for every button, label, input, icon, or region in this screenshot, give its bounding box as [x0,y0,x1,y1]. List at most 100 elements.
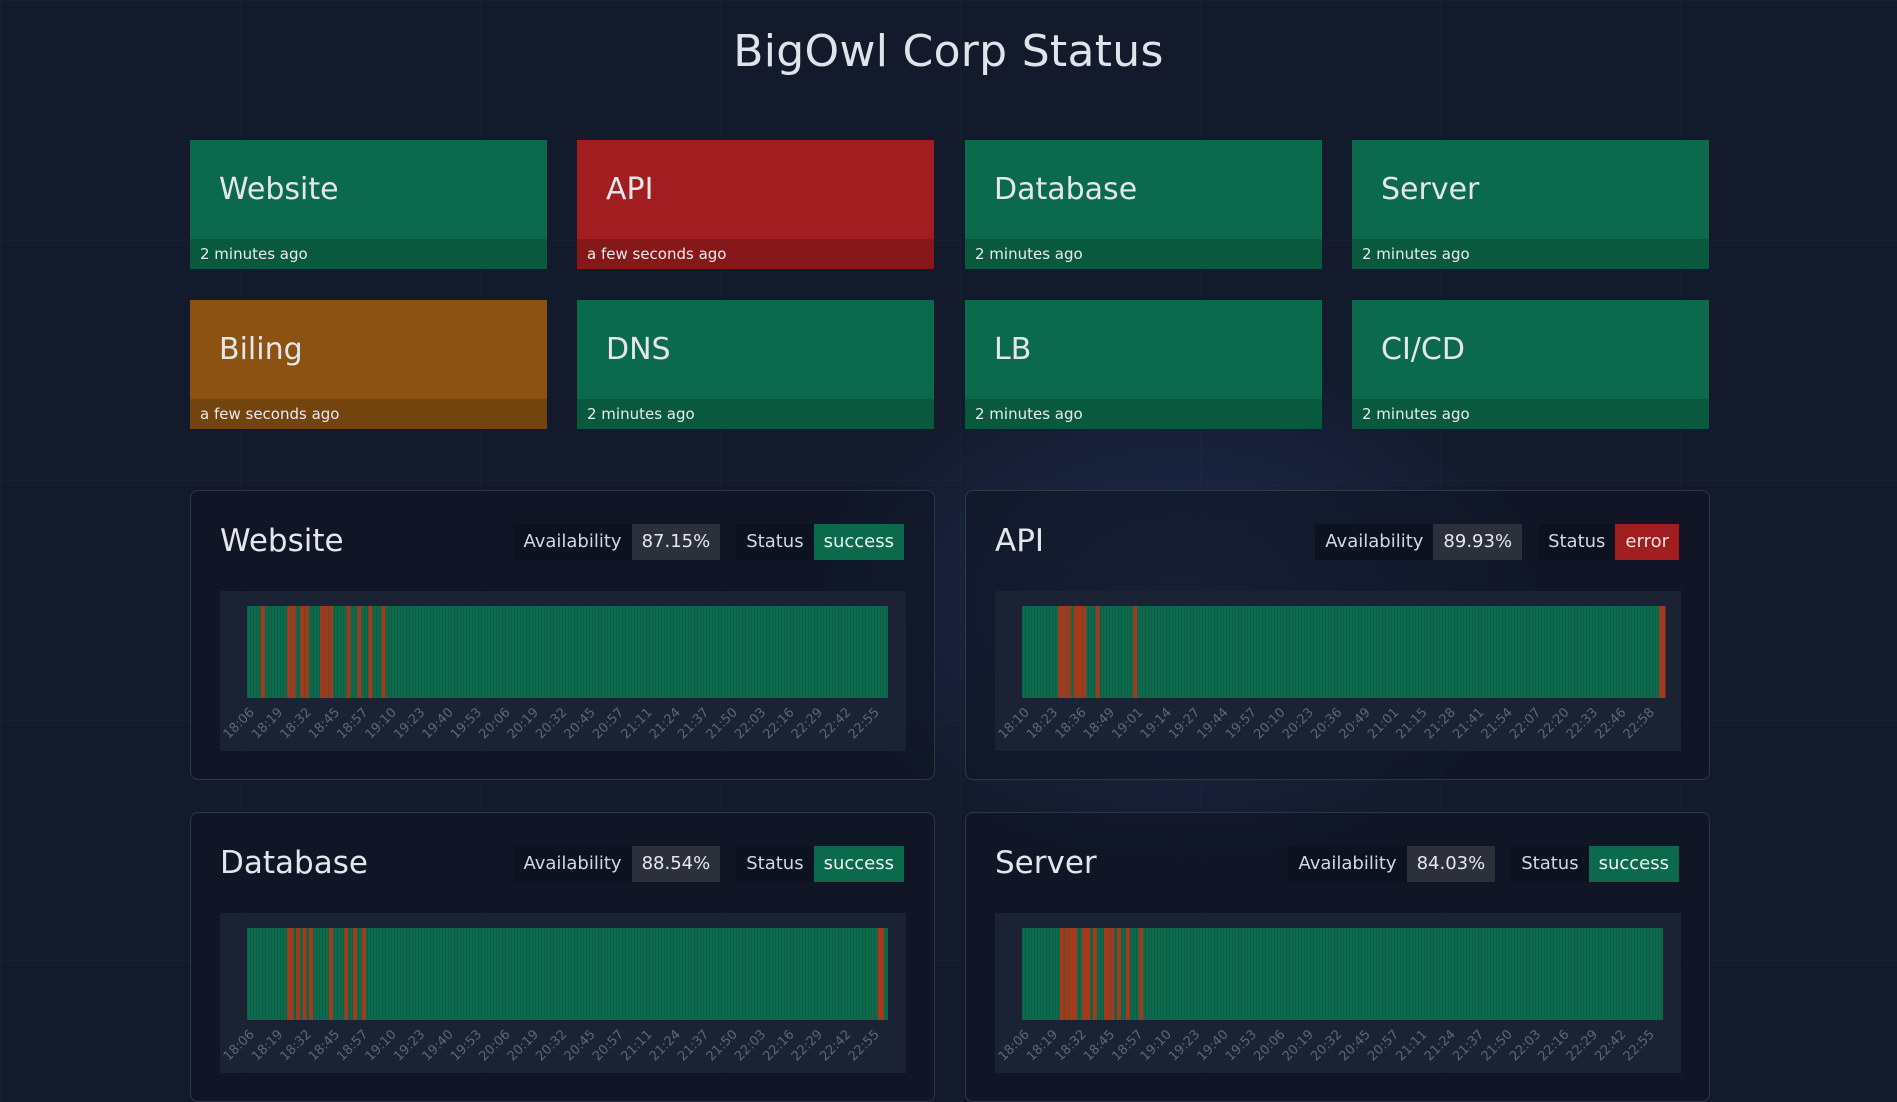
uptime-stripe [796,606,797,698]
service-tile-database[interactable]: Database 2 minutes ago [965,140,1322,269]
uptime-stripe [1205,606,1206,698]
uptime-stripe [1166,928,1167,1020]
uptime-stripe [433,606,434,698]
service-tile-billing[interactable]: Biling a few seconds ago [190,300,547,429]
x-tick-label: 20:06 [476,1027,513,1064]
service-tile-lb[interactable]: LB 2 minutes ago [965,300,1322,429]
uptime-stripe [1373,928,1374,1020]
uptime-stripe [1643,606,1644,698]
uptime-stripe [1649,928,1650,1020]
uptime-stripe [832,606,833,698]
uptime-stripe [832,928,833,1020]
uptime-stripe [1052,928,1053,1020]
uptime-stripe [505,928,506,1020]
x-tick-label: 22:20 [1536,705,1573,742]
service-tile-cicd[interactable]: CI/CD 2 minutes ago [1352,300,1709,429]
uptime-stripe [772,928,773,1020]
uptime-stripe [1529,606,1530,698]
uptime-stripe [565,928,566,1020]
uptime-stripe [1628,928,1629,1020]
uptime-ok-band [247,606,888,698]
uptime-stripe [1517,928,1518,1020]
uptime-stripe [1253,606,1254,698]
uptime-stripe [1562,606,1563,698]
uptime-stripe [349,928,350,1020]
status-label: Status [736,524,814,560]
service-tile-dns[interactable]: DNS 2 minutes ago [577,300,934,429]
uptime-stripe [1613,928,1614,1020]
x-tick-label: 18:23 [1024,705,1061,742]
uptime-stripe [712,928,713,1020]
service-tile-server[interactable]: Server 2 minutes ago [1352,140,1709,269]
uptime-stripe [1241,606,1242,698]
uptime-stripe [1622,928,1623,1020]
x-tick-label: 18:49 [1081,705,1118,742]
uptime-stripe [520,606,521,698]
uptime-stripe [1109,606,1110,698]
uptime-stripe [718,606,719,698]
uptime-stripe [775,928,776,1020]
x-tick-label: 21:24 [647,705,684,742]
uptime-stripe [301,928,302,1020]
uptime-stripe [1463,928,1464,1020]
uptime-failure-mark [287,606,292,698]
uptime-stripe [1244,606,1245,698]
uptime-stripe [610,606,611,698]
uptime-stripe [850,928,851,1020]
uptime-stripe [1256,606,1257,698]
uptime-stripe [598,928,599,1020]
uptime-stripe [1331,606,1332,698]
x-tick-label: 22:16 [761,705,798,742]
uptime-chart: 18:06 18:19 18:32 18:45 18:57 19:10 19:23 19:40… [220,913,906,1073]
uptime-stripe [1634,928,1635,1020]
uptime-stripe [535,928,536,1020]
uptime-stripe [688,928,689,1020]
uptime-stripe [1565,606,1566,698]
uptime-stripe [826,606,827,698]
uptime-stripe [784,928,785,1020]
uptime-stripe [1493,606,1494,698]
uptime-stripe [1496,928,1497,1020]
uptime-failure-mark [357,606,362,698]
uptime-stripe [625,928,626,1020]
uptime-stripe [406,606,407,698]
uptime-stripe [880,606,881,698]
uptime-stripe [1457,928,1458,1020]
uptime-stripe [1100,606,1101,698]
tile-name: CI/CD [1381,332,1465,367]
uptime-failure-mark [1073,606,1078,698]
uptime-stripe [1322,928,1323,1020]
uptime-stripe [463,928,464,1020]
uptime-stripe [664,606,665,698]
uptime-stripe [835,606,836,698]
uptime-stripe [262,928,263,1020]
service-tile-api[interactable]: API a few seconds ago [577,140,934,269]
uptime-stripe [1571,606,1572,698]
uptime-failure-mark [368,606,373,698]
uptime-stripe [511,928,512,1020]
status-label: Status [736,846,814,882]
status-badge: Status success [736,846,904,882]
x-tick-label: 18:06 [221,1027,258,1064]
availability-badge: Availability 87.15% [513,524,721,560]
x-tick-label: 20:45 [562,1027,599,1064]
uptime-stripe [1340,928,1341,1020]
uptime-stripe [586,928,587,1020]
uptime-stripe [1040,928,1041,1020]
uptime-stripe [1496,606,1497,698]
uptime-stripe [784,606,785,698]
uptime-stripe [364,606,365,698]
panel-badges: Availability 88.54% Status success [513,846,904,882]
uptime-stripe [1652,606,1653,698]
uptime-stripe [589,606,590,698]
uptime-stripe [1232,606,1233,698]
uptime-stripe [1208,606,1209,698]
service-tile-website[interactable]: Website 2 minutes ago [190,140,547,269]
availability-badge: Availability 89.93% [1315,524,1523,560]
uptime-stripe [1589,928,1590,1020]
uptime-stripe [1652,928,1653,1020]
panel-title: API [995,523,1045,559]
uptime-stripe [1364,606,1365,698]
uptime-stripe [1223,928,1224,1020]
uptime-stripe [466,606,467,698]
